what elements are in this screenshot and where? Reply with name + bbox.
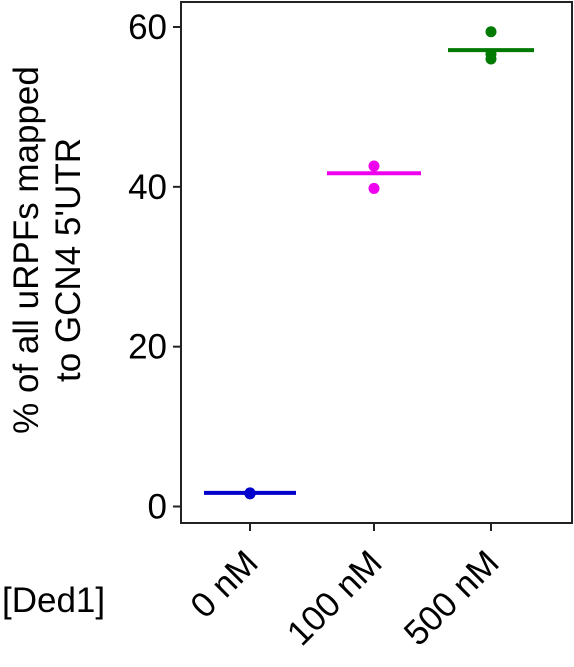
data-point-1-0 [368, 160, 380, 172]
data-point-2-2 [485, 53, 497, 65]
data-point-0-2 [244, 488, 256, 500]
y-tick-label-0: 0 [148, 488, 167, 527]
x-tick-label-1: 100 nM [280, 543, 390, 653]
x-axis-label: [Ded1] [2, 581, 105, 620]
y-axis-label-line-2: to GCN4 5'UTR [49, 138, 88, 382]
plot-area: 0 20 40 60 0 nM 100 nM 500 nM [128, 1, 573, 653]
y-tick-label-60: 60 [128, 8, 167, 47]
data-point-1-1 [368, 182, 380, 194]
y-axis-label: % of all uRPFs mapped to GCN4 5'UTR [7, 66, 88, 434]
y-tick-label-20: 20 [128, 328, 167, 367]
x-tick-label-2: 500 nM [397, 543, 507, 653]
x-tick-label-0: 0 nM [183, 543, 266, 626]
plot-panel-border [180, 1, 573, 524]
y-tick-label-40: 40 [128, 168, 167, 207]
y-axis-label-line-1: % of all uRPFs mapped [7, 66, 46, 434]
data-point-2-0 [485, 26, 497, 38]
